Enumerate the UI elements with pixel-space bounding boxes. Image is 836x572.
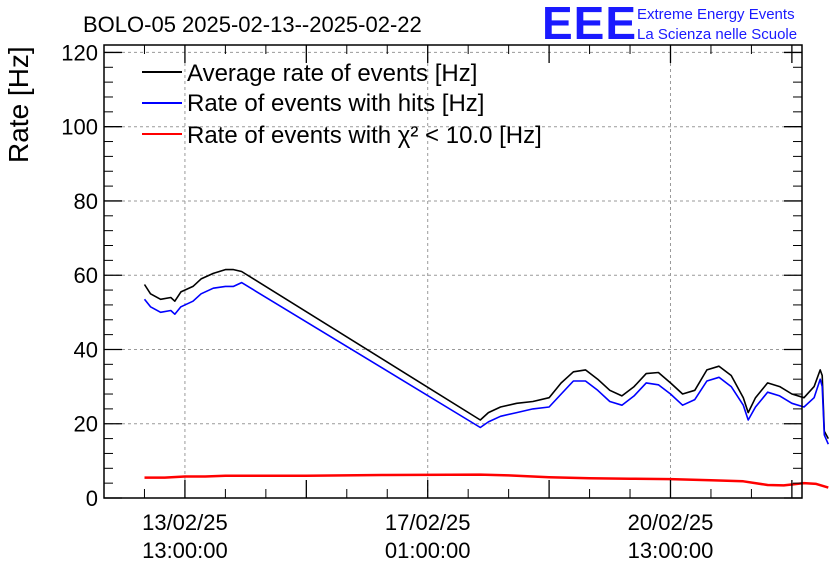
series-average-rate [143, 268, 830, 439]
legend-label-average: Average rate of events [Hz] [187, 60, 477, 87]
series-hits-rate [143, 281, 830, 445]
series-lines [143, 268, 830, 489]
grid-lines [104, 45, 802, 498]
chart-title: BOLO-05 2025-02-13--2025-02-22 [83, 12, 422, 37]
y-axis-label: Rate [Hz] [3, 46, 34, 163]
logo-mark: EEE [542, 0, 637, 49]
axis-ticks [103, 45, 802, 499]
plot-frame [103, 44, 803, 499]
x-tick-label-date: 13/02/25 [142, 510, 228, 535]
series-chi2-rate [144, 473, 829, 489]
legend-label-chi2: Rate of events with χ² < 10.0 [Hz] [187, 122, 542, 149]
y-tick-label: 0 [86, 486, 98, 511]
x-tick-label-date: 17/02/25 [385, 510, 471, 535]
x-tick-label-time: 13:00:00 [142, 538, 228, 563]
y-tick-label: 40 [74, 337, 98, 362]
logo-line2: La Scienza nelle Scuole [637, 26, 797, 43]
y-tick-label: 100 [61, 115, 98, 140]
x-tick-labels: 13/02/25 13:00:00 17/02/25 01:00:00 20/02/25… [142, 510, 713, 563]
legend-label-hits: Rate of events with hits [Hz] [187, 90, 484, 117]
logo-line1: Extreme Energy Events [637, 6, 795, 23]
y-tick-label: 60 [74, 263, 98, 288]
eee-logo: EEE Extreme Energy Events La Scienza nel… [542, 0, 797, 49]
legend: Average rate of events [Hz] Rate of even… [142, 60, 542, 149]
x-tick-label-time: 01:00:00 [385, 538, 471, 563]
y-tick-label: 120 [61, 40, 98, 65]
y-tick-label: 20 [74, 412, 98, 437]
y-tick-label: 80 [74, 189, 98, 214]
y-tick-labels: 0 20 40 60 80 100 120 [61, 40, 98, 511]
x-tick-label-date: 20/02/25 [628, 510, 714, 535]
x-tick-label-time: 13:00:00 [628, 538, 714, 563]
